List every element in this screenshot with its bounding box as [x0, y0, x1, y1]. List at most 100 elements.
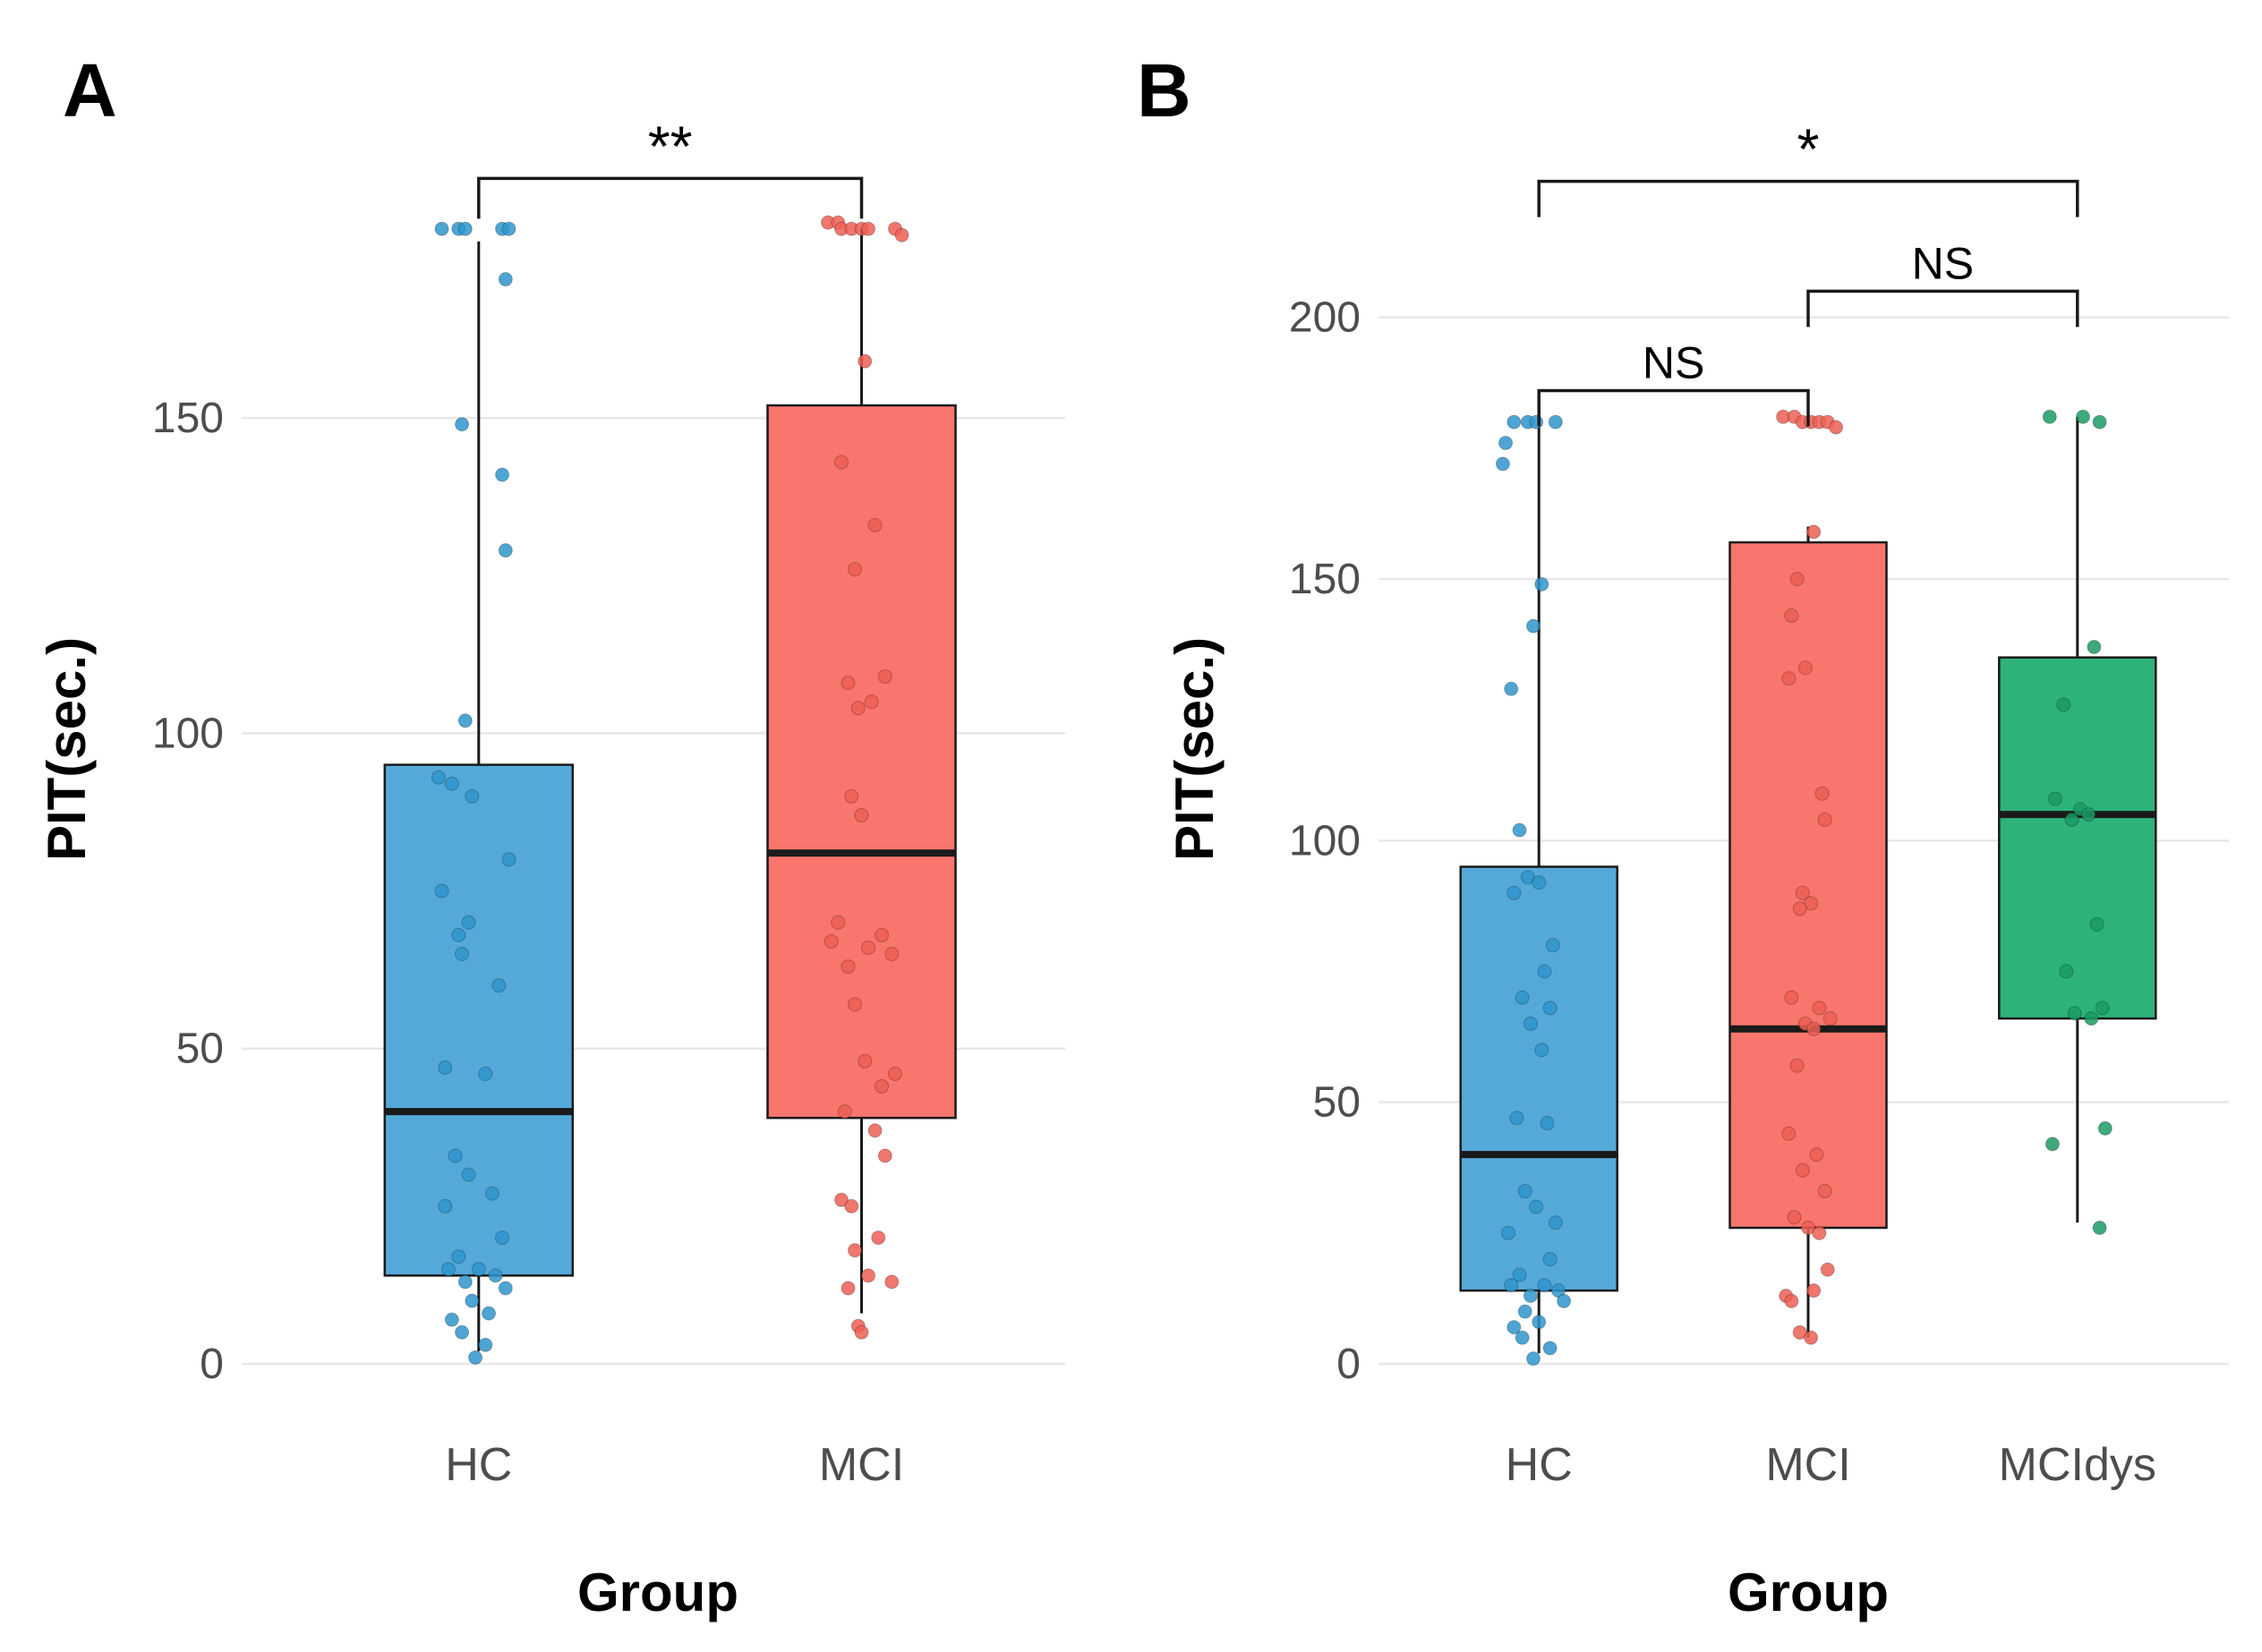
jitter-point-MCIdys [2059, 964, 2074, 979]
box-MCIdys [1998, 656, 2157, 1020]
significance-bracket [477, 176, 864, 219]
y-tick-label: 100 [1289, 817, 1361, 864]
y-tick-label: 150 [152, 395, 224, 442]
jitter-point-HC [1520, 870, 1535, 885]
jitter-point-HC [501, 852, 516, 867]
jitter-point-MCI [875, 927, 889, 942]
x-axis-title: Group [1728, 1563, 1889, 1622]
jitter-point-MCI [877, 1148, 892, 1163]
jitter-point-MCI [1795, 885, 1810, 900]
jitter-point-HC [434, 221, 449, 236]
jitter-point-HC [468, 1350, 483, 1365]
jitter-point-HC [1529, 1199, 1544, 1214]
jitter-point-MCI [834, 1192, 849, 1207]
jitter-point-MCI [1784, 1293, 1799, 1308]
jitter-point-MCI [1809, 1147, 1824, 1162]
jitter-point-HC [498, 543, 513, 558]
jitter-point-MCI [854, 807, 869, 822]
jitter-point-MCIdys [2092, 414, 2107, 430]
jitter-point-HC [1526, 618, 1541, 634]
jitter-point-HC [451, 927, 466, 942]
jitter-point-MCI [1797, 660, 1813, 676]
jitter-point-HC [461, 915, 476, 930]
jitter-point-HC [495, 1230, 510, 1246]
jitter-point-HC [1534, 576, 1549, 592]
jitter-point-HC [471, 1262, 486, 1277]
jitter-point-MCI [884, 947, 900, 961]
jitter-point-MCIdys [2056, 697, 2071, 712]
jitter-point-HC [1526, 1351, 1541, 1367]
significance-bracket [1537, 388, 1810, 427]
jitter-point-HC [1495, 456, 1510, 472]
jitter-point-HC [448, 1148, 463, 1163]
jitter-point-HC [431, 770, 446, 785]
jitter-point-MCI [1814, 786, 1830, 801]
jitter-point-HC [1509, 1111, 1524, 1126]
jitter-point-HC [498, 1281, 513, 1296]
x-category-label-HC: HC [1506, 1439, 1573, 1491]
jitter-point-HC [495, 467, 510, 482]
significance-label: * [1797, 117, 1820, 182]
jitter-point-HC [1515, 990, 1530, 1005]
jitter-point-MCI [844, 1198, 859, 1213]
box-HC [1459, 865, 1618, 1292]
jitter-point-MCI [858, 1053, 873, 1069]
y-tick-label: 50 [176, 1026, 224, 1073]
jitter-point-HC [434, 883, 449, 898]
jitter-point-HC [1548, 1215, 1563, 1230]
jitter-point-MCI [831, 915, 846, 930]
jitter-point-MCIdys [2084, 1011, 2099, 1026]
jitter-point-MCI [1792, 1324, 1807, 1340]
y-tick-label: 0 [200, 1341, 224, 1388]
jitter-point-HC [1537, 964, 1552, 979]
jitter-point-HC [484, 1186, 499, 1201]
jitter-point-MCI [824, 933, 839, 949]
jitter-point-HC [1542, 1252, 1558, 1267]
significance-bracket [1537, 179, 2079, 217]
jitter-point-HC [1557, 1293, 1572, 1308]
jitter-point-MCI [848, 1243, 862, 1258]
jitter-point-MCI [1781, 671, 1797, 686]
jitter-point-MCI [1792, 901, 1807, 916]
jitter-point-MCI [1801, 1220, 1815, 1235]
jitter-point-MCI [1795, 1162, 1810, 1178]
jitter-point-HC [1542, 1001, 1558, 1016]
significance-label: NS [1912, 238, 1974, 288]
jitter-point-HC [1507, 414, 1522, 430]
jitter-point-MCI [844, 788, 859, 804]
jitter-point-MCI [861, 1268, 875, 1283]
jitter-point-MCI [888, 1066, 902, 1081]
boxplot-panel-b: 0 50 100 150 200 HC MCI MCIdys NS NS * PIT(sec.) Gro… [1137, 48, 2229, 1622]
jitter-point-MCI [858, 353, 873, 369]
jitter-point-MCI [850, 701, 866, 716]
jitter-point-HC [1542, 1341, 1558, 1356]
jitter-point-HC [1545, 938, 1560, 953]
jitter-point-HC [1501, 1225, 1516, 1240]
jitter-point-HC [482, 1306, 497, 1321]
jitter-point-HC [1498, 435, 1513, 450]
jitter-point-HC [478, 1066, 493, 1081]
x-axis-title: Group [577, 1563, 738, 1622]
jitter-point-MCI [1784, 990, 1799, 1005]
jitter-point-HC [488, 1268, 503, 1283]
jitter-point-HC [438, 1060, 453, 1075]
x-category-label-MCI: MCI [819, 1439, 904, 1491]
jitter-point-MCI [871, 1230, 886, 1246]
jitter-point-MCIdys [2092, 1220, 2107, 1235]
jitter-point-MCI [884, 1274, 900, 1290]
jitter-point-HC [451, 1249, 466, 1265]
jitter-point-MCI [877, 668, 892, 684]
jitter-point-MCI [894, 227, 909, 243]
jitter-point-HC [465, 788, 480, 804]
significance-bracket [1806, 289, 2079, 328]
jitter-point-MCI [861, 221, 875, 236]
y-tick-label: 200 [1289, 294, 1361, 342]
jitter-point-MCI [867, 517, 883, 532]
jitter-point-HC [1532, 875, 1547, 890]
jitter-point-HC [444, 776, 459, 791]
jitter-point-MCI [848, 997, 862, 1012]
jitter-point-HC [1534, 1043, 1549, 1058]
jitter-point-MCI [864, 694, 879, 710]
y-tick-label: 100 [152, 710, 224, 757]
jitter-point-MCIdys [2067, 1006, 2082, 1021]
